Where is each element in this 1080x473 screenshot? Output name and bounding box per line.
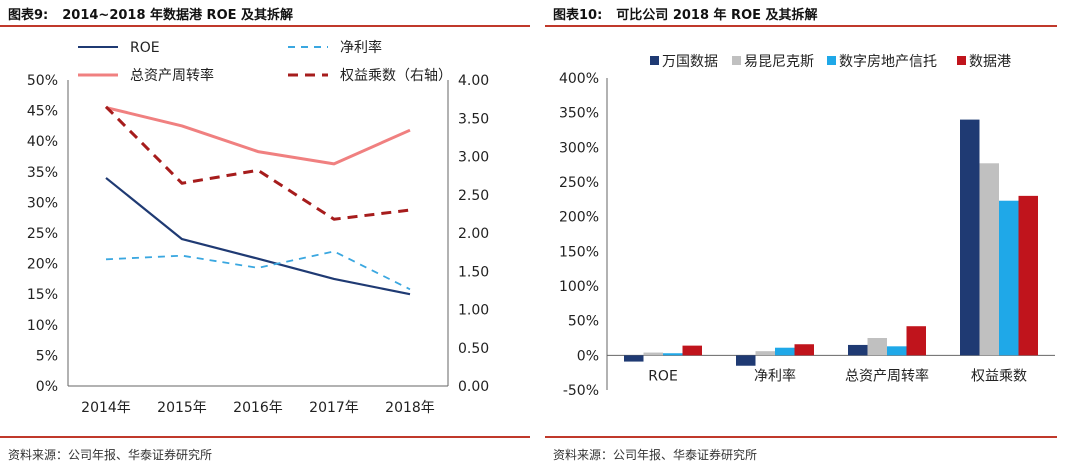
series-line	[105, 177, 411, 296]
y-tick-label: 150%	[559, 244, 599, 260]
legend-label: 总资产周转率	[130, 67, 214, 84]
bar	[794, 344, 814, 356]
legend-swatch	[827, 56, 836, 65]
y-tick-label: 200%	[559, 210, 599, 226]
legend-label: 数据港	[969, 54, 1011, 70]
left-figure-title: 图表9: 2014~2018 年数据港 ROE 及其拆解	[8, 4, 293, 23]
y-tick-label: 5%	[36, 348, 58, 364]
y-tick-label: 35%	[27, 165, 58, 181]
right-source-note: 资料来源：公司年报、华泰证券研究所	[553, 448, 758, 462]
y-tick-label: 0%	[36, 379, 58, 395]
bar	[1018, 195, 1038, 356]
bar	[960, 119, 980, 356]
x-tick-label: 2017年	[309, 400, 359, 416]
x-tick-label: 2018年	[385, 400, 435, 416]
y2-tick-label: 2.00	[458, 226, 489, 242]
left-line-chart: 0% 5% 10% 15% 20% 25% 30% 35% 40% 45% 50% 0.00 0.50 1…	[27, 39, 489, 416]
x-tick-label: 2015年	[157, 400, 207, 416]
bar	[999, 200, 1019, 356]
legend-swatch	[650, 56, 659, 65]
y2-tick-label: 0.50	[458, 341, 489, 357]
bar	[867, 338, 887, 356]
y2-tick-label: 1.00	[458, 303, 489, 319]
y-tick-label: 50%	[568, 314, 599, 330]
category-label: ROE	[648, 368, 678, 384]
y-tick-label: 25%	[27, 226, 58, 242]
legend-label: 万国数据	[662, 54, 718, 70]
legend-label: ROE	[130, 40, 160, 56]
y-tick-label: 100%	[559, 279, 599, 295]
bar	[663, 353, 683, 356]
right-bottom-rule	[545, 436, 1057, 438]
right-top-rule	[545, 25, 1057, 27]
series-line	[105, 250, 411, 291]
y-tick-label: 50%	[27, 73, 58, 89]
bar	[755, 351, 775, 356]
y-tick-label: 15%	[27, 287, 58, 303]
y-tick-label: 10%	[27, 318, 58, 334]
bar	[848, 344, 868, 356]
right-figure-title: 图表10: 可比公司 2018 年 ROE 及其拆解	[553, 4, 818, 23]
bar	[736, 355, 756, 366]
left-bottom-rule	[0, 436, 530, 438]
bar	[979, 163, 999, 356]
legend-label: 易昆尼克斯	[744, 54, 814, 70]
y2-tick-label: 4.00	[458, 73, 489, 89]
y-tick-label: 0%	[577, 348, 599, 364]
y2-tick-label: 3.50	[458, 111, 489, 127]
y-tick-label: 400%	[559, 71, 599, 87]
y-tick-label: 30%	[27, 195, 58, 211]
bar	[643, 352, 663, 356]
y-tick-label: 300%	[559, 140, 599, 156]
y2-tick-label: 1.50	[458, 264, 489, 280]
y-tick-label: 20%	[27, 257, 58, 273]
bar	[682, 345, 702, 356]
y-tick-label: -50%	[563, 383, 599, 399]
left-figure: 图表9: 2014~2018 年数据港 ROE 及其拆解 0% 5% 10% 15% 20…	[0, 0, 530, 473]
left-source-note: 资料来源：公司年报、华泰证券研究所	[8, 448, 213, 462]
legend-swatch	[732, 56, 741, 65]
legend-swatch	[957, 56, 966, 65]
y-tick-label: 350%	[559, 106, 599, 122]
right-figure-title-text: 可比公司 2018 年 ROE 及其拆解	[616, 8, 818, 23]
left-top-rule	[0, 25, 530, 27]
bar	[906, 326, 926, 356]
y-tick-label: 40%	[27, 134, 58, 150]
legend-label: 权益乘数（右轴）	[340, 68, 452, 84]
right-figure-number: 图表10:	[553, 8, 603, 23]
left-figure-title-text: 2014~2018 年数据港 ROE 及其拆解	[62, 8, 294, 23]
right-bar-chart: -50% 0% 50% 100% 150% 200% 250% 300% 350% 400% ROE…	[559, 54, 1055, 399]
y2-tick-label: 2.50	[458, 188, 489, 204]
legend-label: 净利率	[340, 39, 382, 56]
y2-tick-label: 3.00	[458, 150, 489, 166]
y-tick-label: 250%	[559, 175, 599, 191]
y2-tick-label: 0.00	[458, 379, 489, 395]
x-tick-label: 2014年	[81, 400, 131, 416]
right-figure: 图表10: 可比公司 2018 年 ROE 及其拆解 -50% 0% 50% 100% 1…	[545, 0, 1080, 473]
left-figure-number: 图表9:	[8, 8, 49, 23]
bar	[775, 347, 795, 356]
x-tick-label: 2016年	[233, 400, 283, 416]
series-line	[105, 106, 411, 166]
legend-label: 数字房地产信托	[839, 54, 937, 70]
bar	[887, 346, 907, 356]
category-label: 总资产周转率	[845, 367, 929, 384]
series-line	[104, 105, 411, 221]
bar	[624, 355, 644, 362]
category-label: 权益乘数	[971, 368, 1027, 384]
category-label: 净利率	[754, 367, 796, 384]
y-tick-label: 45%	[27, 104, 58, 120]
